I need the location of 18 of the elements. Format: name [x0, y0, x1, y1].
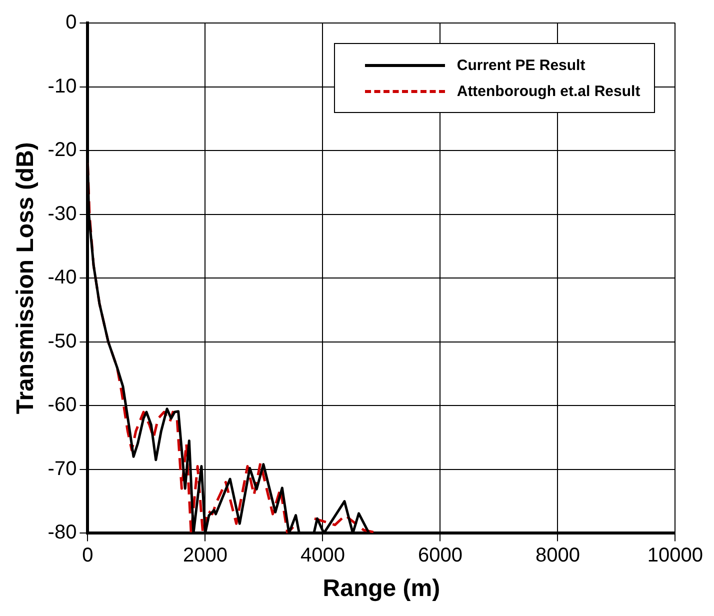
y-tick-label: -60 [48, 394, 77, 416]
y-tick-label: -20 [48, 139, 77, 162]
y-tick-label: -30 [48, 202, 77, 225]
y-tick-label: -50 [48, 330, 77, 352]
y-tick-label: -70 [48, 458, 77, 480]
x-tick-label: 4000 [300, 544, 345, 567]
x-tick-label: 8000 [535, 544, 580, 567]
y-axis-title: Transmission Loss (dB) [12, 142, 40, 414]
x-tick-label: 10000 [647, 544, 704, 567]
y-tick-label: -40 [48, 266, 77, 289]
y-tick-label: -80 [48, 522, 77, 544]
legend-frame: Current PE Result Attenborough et.al Result [334, 43, 656, 113]
x-tick-label: 2000 [182, 544, 228, 567]
x-axis-title: Range (m) [322, 575, 440, 602]
x-tick-label: 6000 [418, 544, 462, 567]
y-tick-label: 0 [66, 12, 77, 34]
y-tick-label: -10 [48, 75, 77, 98]
x-tick-label: 0 [82, 544, 94, 567]
